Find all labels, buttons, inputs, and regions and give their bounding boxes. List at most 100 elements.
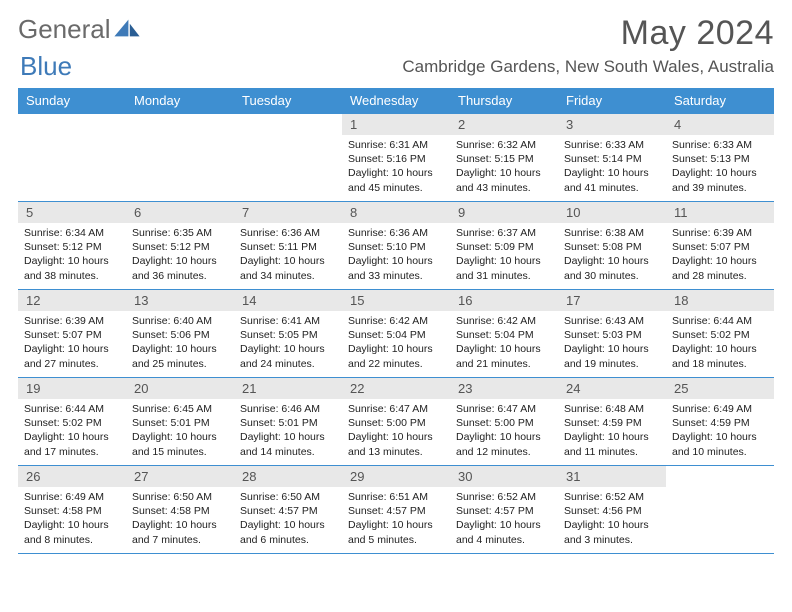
day-details: Sunrise: 6:31 AMSunset: 5:16 PMDaylight:… — [342, 135, 450, 199]
calendar-day-cell: 4Sunrise: 6:33 AMSunset: 5:13 PMDaylight… — [666, 114, 774, 202]
calendar-table: SundayMondayTuesdayWednesdayThursdayFrid… — [18, 88, 774, 554]
calendar-day-cell: 28Sunrise: 6:50 AMSunset: 4:57 PMDayligh… — [234, 466, 342, 554]
weekday-header: Tuesday — [234, 88, 342, 114]
calendar-day-cell: 20Sunrise: 6:45 AMSunset: 5:01 PMDayligh… — [126, 378, 234, 466]
brand-sail-icon — [113, 14, 141, 45]
day-details: Sunrise: 6:37 AMSunset: 5:09 PMDaylight:… — [450, 223, 558, 287]
calendar-day-cell: 10Sunrise: 6:38 AMSunset: 5:08 PMDayligh… — [558, 202, 666, 290]
day-number: 15 — [342, 290, 450, 311]
calendar-day-cell — [126, 114, 234, 202]
day-details: Sunrise: 6:33 AMSunset: 5:13 PMDaylight:… — [666, 135, 774, 199]
day-number: 24 — [558, 378, 666, 399]
calendar-day-cell: 15Sunrise: 6:42 AMSunset: 5:04 PMDayligh… — [342, 290, 450, 378]
day-number: 22 — [342, 378, 450, 399]
day-number: 21 — [234, 378, 342, 399]
brand-part2: Blue — [20, 51, 72, 82]
calendar-week-row: 1Sunrise: 6:31 AMSunset: 5:16 PMDaylight… — [18, 114, 774, 202]
day-details: Sunrise: 6:33 AMSunset: 5:14 PMDaylight:… — [558, 135, 666, 199]
calendar-day-cell: 7Sunrise: 6:36 AMSunset: 5:11 PMDaylight… — [234, 202, 342, 290]
brand-part1: General — [18, 14, 111, 45]
day-details: Sunrise: 6:39 AMSunset: 5:07 PMDaylight:… — [18, 311, 126, 375]
day-details: Sunrise: 6:48 AMSunset: 4:59 PMDaylight:… — [558, 399, 666, 463]
day-number: 17 — [558, 290, 666, 311]
day-details: Sunrise: 6:51 AMSunset: 4:57 PMDaylight:… — [342, 487, 450, 551]
day-details: Sunrise: 6:49 AMSunset: 4:58 PMDaylight:… — [18, 487, 126, 551]
day-number: 28 — [234, 466, 342, 487]
calendar-day-cell: 29Sunrise: 6:51 AMSunset: 4:57 PMDayligh… — [342, 466, 450, 554]
day-details: Sunrise: 6:36 AMSunset: 5:11 PMDaylight:… — [234, 223, 342, 287]
day-details: Sunrise: 6:47 AMSunset: 5:00 PMDaylight:… — [342, 399, 450, 463]
calendar-day-cell: 18Sunrise: 6:44 AMSunset: 5:02 PMDayligh… — [666, 290, 774, 378]
calendar-week-row: 19Sunrise: 6:44 AMSunset: 5:02 PMDayligh… — [18, 378, 774, 466]
day-details: Sunrise: 6:47 AMSunset: 5:00 PMDaylight:… — [450, 399, 558, 463]
day-details: Sunrise: 6:39 AMSunset: 5:07 PMDaylight:… — [666, 223, 774, 287]
calendar-day-cell: 27Sunrise: 6:50 AMSunset: 4:58 PMDayligh… — [126, 466, 234, 554]
day-number: 31 — [558, 466, 666, 487]
calendar-day-cell: 16Sunrise: 6:42 AMSunset: 5:04 PMDayligh… — [450, 290, 558, 378]
month-title: May 2024 — [402, 14, 774, 53]
calendar-day-cell: 26Sunrise: 6:49 AMSunset: 4:58 PMDayligh… — [18, 466, 126, 554]
weekday-header: Wednesday — [342, 88, 450, 114]
day-details: Sunrise: 6:38 AMSunset: 5:08 PMDaylight:… — [558, 223, 666, 287]
calendar-day-cell: 9Sunrise: 6:37 AMSunset: 5:09 PMDaylight… — [450, 202, 558, 290]
day-number: 30 — [450, 466, 558, 487]
day-details: Sunrise: 6:36 AMSunset: 5:10 PMDaylight:… — [342, 223, 450, 287]
weekday-header: Thursday — [450, 88, 558, 114]
location-subtitle: Cambridge Gardens, New South Wales, Aust… — [402, 57, 774, 77]
day-number: 5 — [18, 202, 126, 223]
calendar-day-cell: 8Sunrise: 6:36 AMSunset: 5:10 PMDaylight… — [342, 202, 450, 290]
calendar-day-cell: 13Sunrise: 6:40 AMSunset: 5:06 PMDayligh… — [126, 290, 234, 378]
day-number: 6 — [126, 202, 234, 223]
day-number: 2 — [450, 114, 558, 135]
day-number: 26 — [18, 466, 126, 487]
day-number: 4 — [666, 114, 774, 135]
day-details: Sunrise: 6:46 AMSunset: 5:01 PMDaylight:… — [234, 399, 342, 463]
calendar-day-cell: 24Sunrise: 6:48 AMSunset: 4:59 PMDayligh… — [558, 378, 666, 466]
calendar-day-cell: 31Sunrise: 6:52 AMSunset: 4:56 PMDayligh… — [558, 466, 666, 554]
day-number: 10 — [558, 202, 666, 223]
day-details: Sunrise: 6:45 AMSunset: 5:01 PMDaylight:… — [126, 399, 234, 463]
day-number: 11 — [666, 202, 774, 223]
day-number: 9 — [450, 202, 558, 223]
calendar-day-cell: 3Sunrise: 6:33 AMSunset: 5:14 PMDaylight… — [558, 114, 666, 202]
day-number: 8 — [342, 202, 450, 223]
calendar-week-row: 5Sunrise: 6:34 AMSunset: 5:12 PMDaylight… — [18, 202, 774, 290]
day-number: 16 — [450, 290, 558, 311]
day-details: Sunrise: 6:50 AMSunset: 4:58 PMDaylight:… — [126, 487, 234, 551]
day-details: Sunrise: 6:50 AMSunset: 4:57 PMDaylight:… — [234, 487, 342, 551]
calendar-day-cell — [234, 114, 342, 202]
calendar-day-cell: 25Sunrise: 6:49 AMSunset: 4:59 PMDayligh… — [666, 378, 774, 466]
calendar-day-cell: 12Sunrise: 6:39 AMSunset: 5:07 PMDayligh… — [18, 290, 126, 378]
calendar-day-cell: 6Sunrise: 6:35 AMSunset: 5:12 PMDaylight… — [126, 202, 234, 290]
day-details: Sunrise: 6:49 AMSunset: 4:59 PMDaylight:… — [666, 399, 774, 463]
day-details: Sunrise: 6:35 AMSunset: 5:12 PMDaylight:… — [126, 223, 234, 287]
day-number: 13 — [126, 290, 234, 311]
day-number: 29 — [342, 466, 450, 487]
day-details: Sunrise: 6:42 AMSunset: 5:04 PMDaylight:… — [450, 311, 558, 375]
day-number: 14 — [234, 290, 342, 311]
calendar-day-cell: 23Sunrise: 6:47 AMSunset: 5:00 PMDayligh… — [450, 378, 558, 466]
day-number: 12 — [18, 290, 126, 311]
day-number: 1 — [342, 114, 450, 135]
weekday-header: Sunday — [18, 88, 126, 114]
calendar-day-cell: 5Sunrise: 6:34 AMSunset: 5:12 PMDaylight… — [18, 202, 126, 290]
day-details: Sunrise: 6:42 AMSunset: 5:04 PMDaylight:… — [342, 311, 450, 375]
weekday-header: Saturday — [666, 88, 774, 114]
calendar-day-cell: 22Sunrise: 6:47 AMSunset: 5:00 PMDayligh… — [342, 378, 450, 466]
day-number: 3 — [558, 114, 666, 135]
day-number: 19 — [18, 378, 126, 399]
weekday-header: Monday — [126, 88, 234, 114]
calendar-day-cell: 2Sunrise: 6:32 AMSunset: 5:15 PMDaylight… — [450, 114, 558, 202]
calendar-day-cell: 30Sunrise: 6:52 AMSunset: 4:57 PMDayligh… — [450, 466, 558, 554]
day-number: 20 — [126, 378, 234, 399]
brand-logo: General — [18, 14, 143, 45]
calendar-week-row: 12Sunrise: 6:39 AMSunset: 5:07 PMDayligh… — [18, 290, 774, 378]
calendar-day-cell — [18, 114, 126, 202]
day-details: Sunrise: 6:43 AMSunset: 5:03 PMDaylight:… — [558, 311, 666, 375]
title-block: May 2024 Cambridge Gardens, New South Wa… — [402, 14, 774, 77]
calendar-day-cell: 11Sunrise: 6:39 AMSunset: 5:07 PMDayligh… — [666, 202, 774, 290]
calendar-day-cell: 17Sunrise: 6:43 AMSunset: 5:03 PMDayligh… — [558, 290, 666, 378]
weekday-header: Friday — [558, 88, 666, 114]
calendar-body: 1Sunrise: 6:31 AMSunset: 5:16 PMDaylight… — [18, 114, 774, 554]
day-number: 7 — [234, 202, 342, 223]
